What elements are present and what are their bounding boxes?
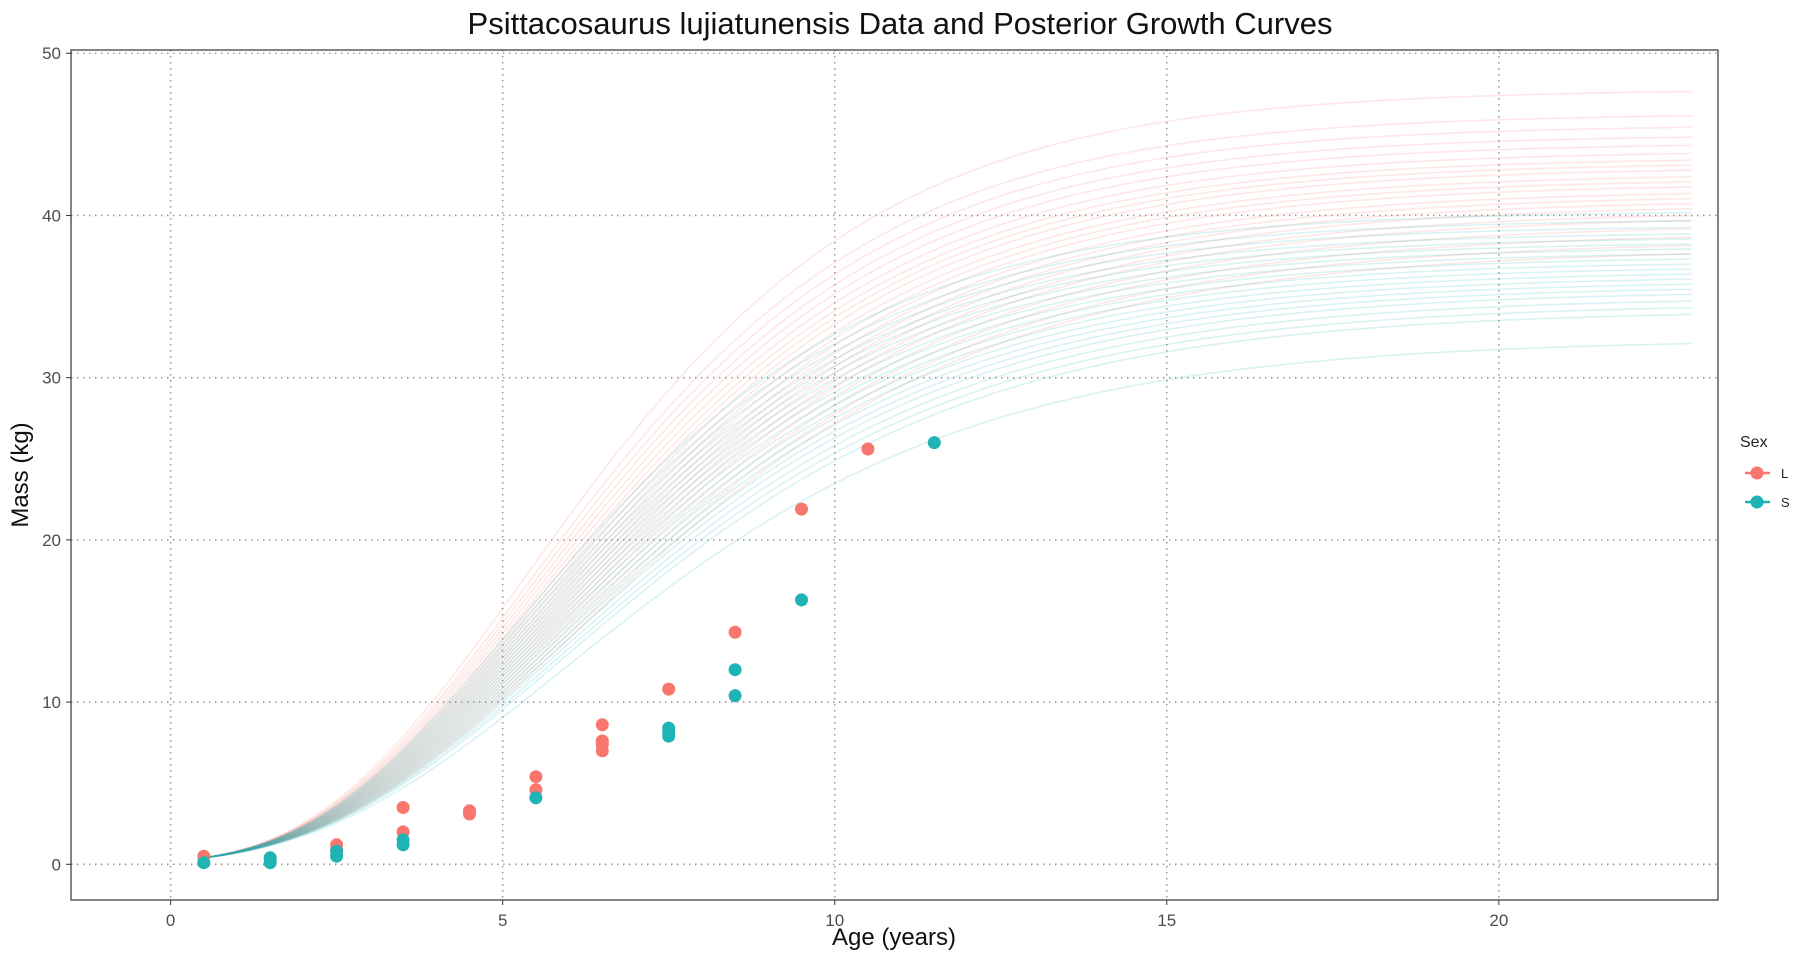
y-tick-label: 50 — [42, 44, 61, 63]
growth-curve-s — [203, 278, 1692, 859]
data-point-s — [197, 856, 211, 870]
growth-curve-l — [203, 228, 1692, 859]
data-point-l — [861, 442, 875, 456]
growth-curve-s — [203, 258, 1692, 859]
y-tick-label: 20 — [42, 531, 61, 550]
plot-panel-border — [70, 49, 1719, 901]
y-tick-label: 0 — [52, 855, 61, 874]
growth-curve-l — [203, 208, 1692, 859]
growth-curve-s — [203, 306, 1692, 859]
chart-title: Psittacosaurus lujiatunensis Data and Po… — [468, 6, 1333, 41]
x-tick-label: 20 — [1489, 911, 1508, 930]
legend-key-dot — [1750, 495, 1764, 509]
growth-curve-l — [203, 164, 1692, 859]
data-point-s — [330, 849, 344, 863]
growth-curve-s — [203, 233, 1692, 859]
y-tick-label: 30 — [42, 369, 61, 388]
data-point-l — [662, 682, 676, 696]
growth-curve-s — [203, 342, 1692, 859]
data-point-s — [396, 838, 410, 852]
growth-curve-l — [203, 126, 1692, 859]
x-tick-label: 5 — [498, 911, 507, 930]
legend-label: L — [1781, 466, 1788, 481]
legend: Sex L S — [1740, 434, 1790, 510]
growth-curve-s — [203, 268, 1692, 859]
x-axis-ticks: 0 5 10 15 20 — [166, 900, 1508, 930]
growth-curve-s — [203, 243, 1692, 859]
legend-item-s: S — [1745, 495, 1790, 510]
growth-curve-l — [203, 169, 1692, 859]
growth-curve-s — [203, 313, 1692, 859]
growth-curve-l — [203, 214, 1692, 859]
growth-curve-l — [203, 144, 1692, 859]
growth-curve-l — [203, 136, 1692, 859]
data-point-l — [463, 807, 476, 821]
growth-curve-s — [203, 253, 1692, 859]
growth-curve-l — [203, 181, 1692, 859]
growth-curve-l — [203, 202, 1692, 859]
growth-curve-l — [203, 186, 1692, 859]
growth-curve-s — [203, 238, 1692, 859]
posterior-curves — [203, 90, 1692, 859]
growth-curve-s — [203, 293, 1692, 859]
data-point-s — [728, 689, 742, 703]
data-point-l — [728, 625, 742, 639]
gridlines — [71, 50, 1718, 900]
data-point-s — [728, 663, 742, 677]
growth-curve-l — [203, 219, 1692, 859]
growth-curve-l — [203, 197, 1692, 859]
data-point-l — [595, 744, 609, 758]
growth-curve-l — [203, 253, 1692, 859]
data-point-s — [529, 791, 543, 805]
legend-item-l: L — [1745, 466, 1788, 481]
x-axis-label: Age (years) — [832, 924, 956, 951]
legend-key-dot — [1750, 466, 1764, 480]
growth-curve-l — [203, 90, 1692, 859]
growth-curve-l — [203, 192, 1692, 859]
y-tick-label: 40 — [42, 206, 61, 225]
growth-curve-l — [203, 236, 1692, 859]
data-point-s — [927, 436, 941, 450]
growth-curve-s — [203, 283, 1692, 859]
data-point-l — [795, 502, 808, 516]
growth-curve-l — [203, 244, 1692, 859]
growth-curve-s — [203, 273, 1692, 859]
growth-curve-l — [203, 152, 1692, 859]
data-point-s — [263, 856, 277, 870]
y-axis-ticks: 0 10 20 30 40 50 — [42, 44, 71, 874]
data-point-l — [529, 770, 543, 784]
legend-label: S — [1781, 495, 1790, 510]
growth-curve-s — [203, 220, 1692, 859]
growth-curve-s — [203, 300, 1692, 859]
data-point-s — [662, 729, 676, 743]
data-points — [197, 436, 941, 870]
x-tick-label: 15 — [1157, 911, 1176, 930]
legend-title: Sex — [1740, 434, 1768, 451]
data-point-l — [396, 801, 410, 814]
growth-curve-s — [203, 263, 1692, 859]
data-point-s — [795, 593, 808, 607]
y-tick-label: 10 — [42, 693, 61, 712]
x-tick-label: 10 — [825, 911, 844, 930]
growth-curve-s — [203, 248, 1692, 859]
x-tick-label: 0 — [166, 911, 175, 930]
growth-curve-s — [203, 288, 1692, 859]
growth-curve-s — [203, 211, 1692, 859]
y-axis-label: Mass (kg) — [7, 422, 34, 527]
growth-curve-l — [203, 159, 1692, 859]
growth-curve-s — [203, 226, 1692, 859]
growth-curve-l — [203, 115, 1692, 859]
growth-curve-l — [203, 176, 1692, 859]
data-point-l — [595, 718, 609, 732]
